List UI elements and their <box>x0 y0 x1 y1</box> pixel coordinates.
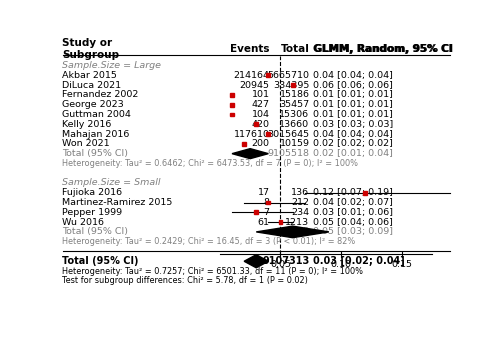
Text: 101: 101 <box>252 91 270 99</box>
Text: 427: 427 <box>252 100 270 109</box>
Text: 10159: 10159 <box>280 139 310 149</box>
Text: 0.02 [0.02; 0.02]: 0.02 [0.02; 0.02] <box>313 139 393 149</box>
Text: 13660: 13660 <box>280 120 310 129</box>
Text: Pepper 1999: Pepper 1999 <box>62 208 122 217</box>
Text: 136: 136 <box>292 188 310 197</box>
Text: 15186: 15186 <box>280 91 310 99</box>
Text: 0.03 [0.02; 0.04]: 0.03 [0.02; 0.04] <box>313 256 405 267</box>
Text: 0.04 [0.04; 0.04]: 0.04 [0.04; 0.04] <box>313 71 393 80</box>
Text: Mahajan 2016: Mahajan 2016 <box>62 130 130 139</box>
Polygon shape <box>232 149 268 159</box>
Text: 0.03 [0.01; 0.06]: 0.03 [0.01; 0.06] <box>313 208 393 217</box>
Text: Martinez-Ramirez 2015: Martinez-Ramirez 2015 <box>62 198 173 207</box>
Text: 0.05: 0.05 <box>270 260 291 269</box>
Text: 200: 200 <box>252 139 270 149</box>
Text: 0.12 [0.07; 0.19]: 0.12 [0.07; 0.19] <box>313 188 393 197</box>
Text: 420: 420 <box>252 120 270 129</box>
Text: Heterogeneity: Tau² = 0.2429; Chi² = 16.45, df = 3 (P < 0.01); I² = 82%: Heterogeneity: Tau² = 0.2429; Chi² = 16.… <box>62 237 356 246</box>
Text: 234: 234 <box>292 208 310 217</box>
Text: 8: 8 <box>264 198 270 207</box>
Text: 9107313: 9107313 <box>262 256 310 266</box>
Bar <box>290 83 294 87</box>
Text: Sample.Size = Large: Sample.Size = Large <box>62 61 162 70</box>
Text: Total (95% CI): Total (95% CI) <box>62 227 128 236</box>
Text: GLMM, Random, 95% CI: GLMM, Random, 95% CI <box>313 44 452 54</box>
Bar <box>266 132 270 136</box>
Text: 117610: 117610 <box>234 130 270 139</box>
Text: 0.10: 0.10 <box>330 260 351 269</box>
Text: Heterogeneity: Tau² = 0.7257; Chi² = 6501.33, df = 11 (P = 0); I² = 100%: Heterogeneity: Tau² = 0.7257; Chi² = 650… <box>62 267 364 275</box>
Bar <box>254 122 258 126</box>
Text: 15306: 15306 <box>280 110 310 119</box>
Text: Sample.Size = Small: Sample.Size = Small <box>62 178 161 188</box>
Text: George 2023: George 2023 <box>62 100 124 109</box>
Bar <box>230 103 234 107</box>
Text: Total (95% CI): Total (95% CI) <box>62 149 128 158</box>
Text: 9105518: 9105518 <box>268 149 310 158</box>
Text: GLMM, Random, 95% CI: GLMM, Random, 95% CI <box>314 44 453 54</box>
Text: Fernandez 2002: Fernandez 2002 <box>62 91 139 99</box>
Text: Guttman 2004: Guttman 2004 <box>62 110 132 119</box>
Text: 61: 61 <box>258 217 270 227</box>
Text: 3015645: 3015645 <box>268 130 310 139</box>
Text: 214164: 214164 <box>234 71 270 80</box>
Text: Events: Events <box>230 44 270 54</box>
Text: 5665710: 5665710 <box>268 71 310 80</box>
Bar <box>266 201 270 204</box>
Text: 0.04 [0.02; 0.07]: 0.04 [0.02; 0.07] <box>313 198 393 207</box>
Text: Heterogeneity: Tau² = 0.6462; Chi² = 6473.53, df = 7 (P = 0); I² = 100%: Heterogeneity: Tau² = 0.6462; Chi² = 647… <box>62 159 358 168</box>
Text: DiLuca 2021: DiLuca 2021 <box>62 81 122 90</box>
Text: 1795: 1795 <box>286 227 310 236</box>
Bar <box>364 191 367 195</box>
Bar <box>230 93 234 97</box>
Text: 0.01 [0.01; 0.01]: 0.01 [0.01; 0.01] <box>313 100 393 109</box>
Text: Akbar 2015: Akbar 2015 <box>62 71 118 80</box>
Bar <box>266 73 270 77</box>
Text: 20945: 20945 <box>240 81 270 90</box>
Text: Total (95% CI): Total (95% CI) <box>62 256 139 266</box>
Polygon shape <box>244 255 268 268</box>
Bar <box>278 220 282 224</box>
Text: Kelly 2016: Kelly 2016 <box>62 120 112 129</box>
Text: 212: 212 <box>292 198 310 207</box>
Text: 17: 17 <box>258 188 270 197</box>
Text: 0.15: 0.15 <box>391 260 412 269</box>
Text: Won 2021: Won 2021 <box>62 139 110 149</box>
Text: Test for subgroup differences: Chi² = 5.78, df = 1 (P = 0.02): Test for subgroup differences: Chi² = 5.… <box>62 276 308 285</box>
Text: 104: 104 <box>252 110 270 119</box>
Text: 0.03 [0.03; 0.03]: 0.03 [0.03; 0.03] <box>313 120 394 129</box>
Text: 7: 7 <box>264 208 270 217</box>
Text: Study or
Subgroup: Study or Subgroup <box>62 38 120 60</box>
Text: Total: Total <box>280 44 310 54</box>
Text: 0.04 [0.04; 0.04]: 0.04 [0.04; 0.04] <box>313 130 393 139</box>
Text: 0.05 [0.03; 0.09]: 0.05 [0.03; 0.09] <box>313 227 393 236</box>
Bar <box>254 210 258 214</box>
Text: 0.05 [0.04; 0.06]: 0.05 [0.04; 0.06] <box>313 217 393 227</box>
Polygon shape <box>256 226 329 238</box>
Bar <box>242 142 246 146</box>
Text: Wu 2016: Wu 2016 <box>62 217 104 227</box>
Text: Fujioka 2016: Fujioka 2016 <box>62 188 122 197</box>
Text: 0.01 [0.01; 0.01]: 0.01 [0.01; 0.01] <box>313 91 393 99</box>
Text: 334395: 334395 <box>273 81 310 90</box>
Text: 0.06 [0.06; 0.06]: 0.06 [0.06; 0.06] <box>313 81 393 90</box>
Text: 0.01 [0.01; 0.01]: 0.01 [0.01; 0.01] <box>313 110 393 119</box>
Text: 35457: 35457 <box>280 100 310 109</box>
Bar <box>230 113 234 117</box>
Text: 1213: 1213 <box>286 217 310 227</box>
Text: 0.02 [0.01; 0.04]: 0.02 [0.01; 0.04] <box>313 149 393 158</box>
